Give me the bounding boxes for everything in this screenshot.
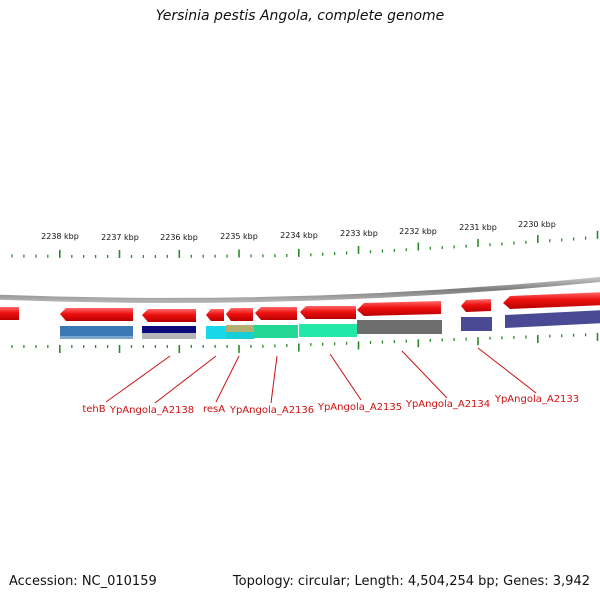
scale-label-2238: 2238 kbp (41, 232, 79, 241)
upper-tick-scale (11, 230, 599, 258)
gene-label-YpAngola_A2138[interactable]: YpAngola_A2138 (109, 405, 194, 416)
feature-block-A2138-lower (142, 333, 196, 339)
gene-arrow-tehB (60, 308, 133, 321)
scale-label-2236: 2236 kbp (160, 233, 198, 242)
map-title: Yersinia pestis Angola, complete genome (155, 8, 445, 24)
feature-track (60, 310, 600, 339)
gene-arrow-YpAngola_A2138 (142, 309, 196, 322)
connector-YpAngola_A2136 (270, 355, 278, 404)
connector-YpAngola_A2135 (329, 353, 362, 401)
scale-label-2233: 2233 kbp (340, 229, 378, 238)
scale-label-2234: 2234 kbp (280, 231, 318, 240)
connector-tehB (105, 355, 171, 403)
gene-labels: tehB YpAngola_A2138 resA YpAngola_A2136 … (82, 394, 579, 416)
gene-label-YpAngola_A2134[interactable]: YpAngola_A2134 (405, 399, 490, 410)
feature-block-A2133a (461, 317, 492, 331)
scale-label-2232: 2232 kbp (399, 227, 437, 236)
gene-label-YpAngola_A2135[interactable]: YpAngola_A2135 (317, 402, 402, 413)
gene-arrow-YpAngola_A2135 (300, 306, 356, 319)
genome-summary-text: Topology: circular; Length: 4,504,254 bp… (232, 574, 590, 589)
accession-text: Accession: NC_010159 (9, 574, 157, 589)
gene-arrow-YpAngola_A2134 (357, 301, 441, 316)
gene-arrow-A2136a (226, 308, 253, 321)
gene-label-resA[interactable]: resA (203, 404, 225, 415)
gene-arrow-A2133a (461, 299, 491, 312)
feature-block-tehB-lower (60, 336, 133, 339)
connector-resA (215, 355, 240, 403)
feature-block-A2133 (505, 310, 600, 328)
gene-label-YpAngola_A2136[interactable]: YpAngola_A2136 (229, 405, 314, 416)
connector-YpAngola_A2133 (477, 347, 537, 394)
gene-track (0, 292, 600, 322)
scale-label-2237: 2237 kbp (101, 233, 139, 242)
label-connectors (105, 347, 537, 404)
feature-block-A2135 (299, 324, 357, 337)
connector-YpAngola_A2138 (154, 355, 217, 404)
gene-arrow-resA (206, 309, 224, 321)
connector-YpAngola_A2134 (401, 350, 448, 399)
feature-block-khaki (226, 325, 254, 332)
gene-arrow-edge-left (0, 307, 19, 320)
feature-block-A2138 (142, 326, 196, 334)
scale-labels: 2238 kbp 2237 kbp 2236 kbp 2235 kbp 2234… (41, 220, 556, 242)
gene-label-tehB[interactable]: tehB (82, 404, 105, 415)
gene-arrow-YpAngola_A2136 (255, 307, 297, 320)
gene-label-YpAngola_A2133[interactable]: YpAngola_A2133 (494, 394, 579, 405)
feature-block-cyan-2 (226, 332, 254, 339)
scale-label-2235: 2235 kbp (220, 232, 258, 241)
feature-block-resA (206, 326, 226, 339)
scale-label-2230: 2230 kbp (518, 220, 556, 229)
feature-block-A2134 (357, 320, 442, 334)
feature-block-tehB (60, 326, 133, 338)
gene-arrow-YpAngola_A2133 (503, 292, 600, 309)
lower-tick-scale (11, 332, 599, 353)
genome-backbone (0, 276, 600, 303)
feature-block-A2136 (254, 325, 298, 338)
scale-label-2231: 2231 kbp (459, 223, 497, 232)
